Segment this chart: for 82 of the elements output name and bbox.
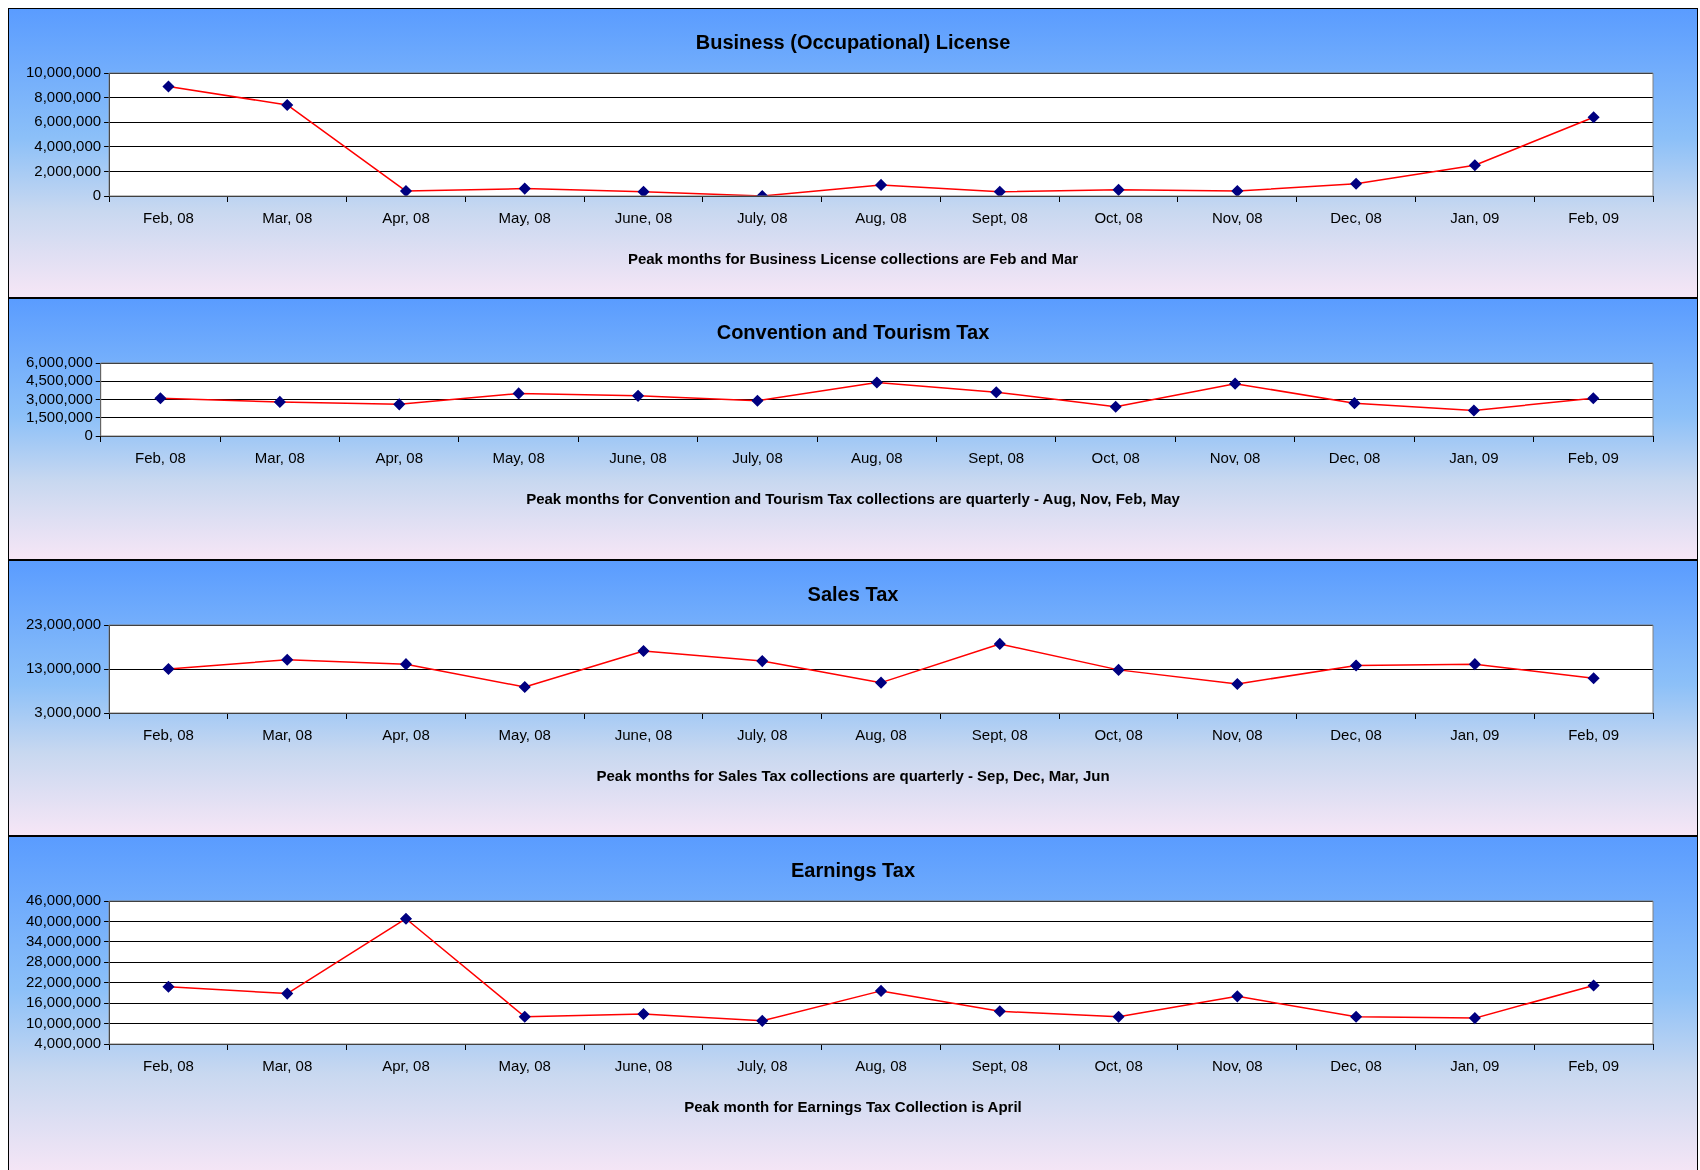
x-tick-label: June, 08 (614, 209, 673, 227)
x-tick-label: Nov, 08 (1212, 1057, 1263, 1075)
chart-title: Convention and Tourism Tax (715, 320, 991, 345)
x-tick-label: Apr, 08 (382, 209, 430, 227)
y-tick-label: 10,000,000 (26, 63, 102, 81)
y-tick-label: 23,000,000 (26, 615, 102, 633)
chart-title: Earnings Tax (789, 858, 917, 883)
x-tick-label: Aug, 08 (855, 726, 907, 744)
x-tick-label: Dec, 08 (1328, 449, 1381, 467)
x-tick-label: July, 08 (736, 726, 788, 744)
x-tick-label: July, 08 (736, 209, 788, 227)
x-tick-label: Mar, 08 (262, 1057, 313, 1075)
y-tick-label: 6,000,000 (34, 112, 102, 130)
x-tick-label: June, 08 (609, 449, 667, 467)
x-tick-label: Sept, 08 (971, 726, 1028, 744)
text: Peak months for Business License collections are Feb and Mar (626, 250, 1080, 267)
x-tick-label: Dec, 08 (1330, 1057, 1382, 1075)
y-tick-label: 2,000,000 (34, 161, 102, 179)
y-tick-label: 3,000,000 (34, 703, 102, 721)
y-tick-label: 28,000,000 (26, 952, 102, 970)
text: Peak months for Sales Tax collections are quarterly - Sep, Dec, Mar, Jun (595, 767, 1111, 784)
y-tick-label: 13,000,000 (26, 659, 102, 677)
x-tick-label: June, 08 (614, 1057, 673, 1075)
y-tick-label: 4,000,000 (34, 136, 102, 154)
y-tick-label: 34,000,000 (26, 932, 102, 949)
x-tick-label: May, 08 (498, 209, 551, 227)
x-tick-label: Sept, 08 (968, 449, 1025, 467)
x-tick-label: July, 08 (732, 449, 783, 467)
chart-title: Sales Tax (806, 582, 900, 607)
x-tick-label: Feb, 09 (1567, 449, 1619, 467)
x-tick-label: Mar, 08 (262, 726, 313, 744)
x-tick-label: Oct, 08 (1091, 449, 1140, 467)
x-tick-label: May, 08 (498, 726, 551, 744)
y-tick-label: 16,000,000 (26, 993, 102, 1011)
y-tick-label: 4,500,000 (26, 371, 93, 389)
x-tick-label: July, 08 (736, 1057, 788, 1075)
x-tick-label: Aug, 08 (855, 1057, 907, 1075)
x-tick-label: Sept, 08 (971, 1057, 1028, 1075)
x-tick-label: Feb, 08 (143, 726, 194, 744)
x-tick-label: Nov, 08 (1212, 209, 1263, 227)
x-tick-label: Oct, 08 (1094, 1057, 1143, 1075)
x-tick-label: Feb, 09 (1568, 1057, 1620, 1075)
x-tick-label: Feb, 08 (143, 1057, 194, 1075)
y-tick-label: 6,000,000 (26, 353, 93, 371)
x-tick-label: Nov, 08 (1212, 726, 1263, 744)
x-tick-label: Aug, 08 (855, 209, 907, 227)
x-tick-label: Dec, 08 (1330, 209, 1382, 227)
y-tick-label: 22,000,000 (26, 972, 102, 990)
x-tick-label: Mar, 08 (262, 209, 313, 227)
y-tick-label: 1,500,000 (26, 407, 93, 425)
y-tick-label: 0 (92, 186, 102, 204)
x-tick-label: Sept, 08 (971, 209, 1028, 227)
y-tick-label: 46,000,000 (26, 891, 102, 909)
x-tick-label: Apr, 08 (375, 449, 424, 467)
x-tick-label: Oct, 08 (1094, 726, 1143, 744)
x-tick-label: Aug, 08 (851, 449, 903, 467)
x-tick-label: Apr, 08 (382, 726, 430, 744)
x-tick-label: Feb, 09 (1568, 726, 1620, 744)
chart-title: Business (Occupational) License (694, 30, 1012, 55)
x-tick-label: Dec, 08 (1330, 726, 1382, 744)
x-tick-label: Mar, 08 (254, 449, 305, 467)
x-tick-label: Apr, 08 (382, 1057, 430, 1075)
y-tick-label: 0 (84, 426, 93, 444)
y-tick-label: 40,000,000 (26, 911, 102, 929)
x-tick-label: Jan, 09 (1450, 209, 1500, 227)
x-tick-label: Jan, 09 (1450, 726, 1500, 744)
x-tick-label: May, 08 (492, 449, 545, 467)
x-tick-label: Feb, 09 (1568, 209, 1620, 227)
x-tick-label: Oct, 08 (1094, 209, 1143, 227)
x-tick-label: May, 08 (498, 1057, 551, 1075)
text: Peak months for Convention and Tourism Tax collections are quarterly - Aug, Nov, Feb, May (525, 490, 1181, 507)
x-tick-label: Jan, 09 (1450, 1057, 1500, 1075)
x-tick-label: June, 08 (614, 726, 673, 744)
y-tick-label: 3,000,000 (26, 389, 93, 407)
text: Peak month for Earnings Tax Collection is April (683, 1098, 1023, 1115)
x-tick-label: Jan, 09 (1449, 449, 1499, 467)
y-tick-label: 4,000,000 (34, 1034, 102, 1052)
x-tick-label: Feb, 08 (143, 209, 194, 227)
x-tick-label: Nov, 08 (1209, 449, 1261, 467)
y-tick-label: 10,000,000 (26, 1013, 102, 1031)
x-tick-label: Feb, 08 (135, 449, 186, 467)
y-tick-label: 8,000,000 (34, 87, 102, 105)
